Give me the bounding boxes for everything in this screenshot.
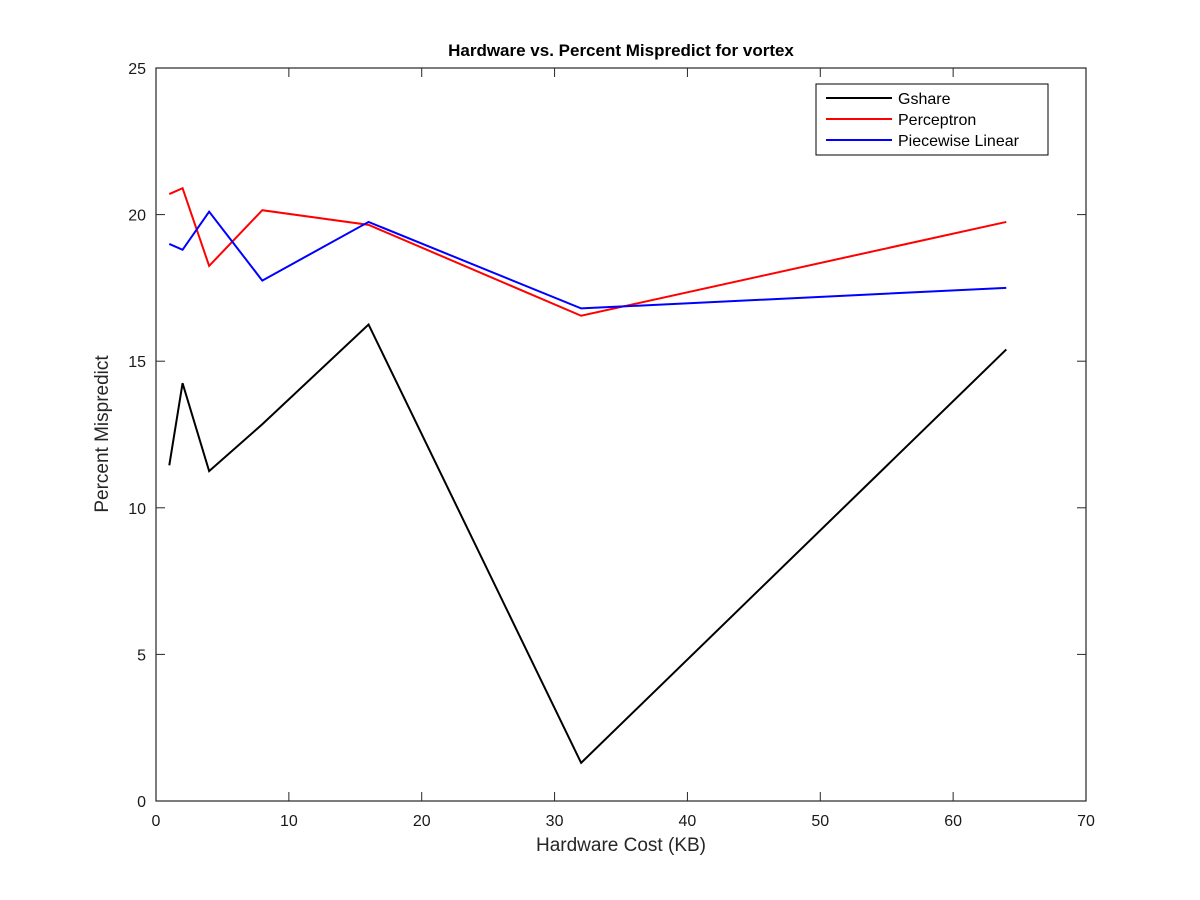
series-line-perceptron <box>168 186 1007 317</box>
legend-label: Perceptron <box>898 112 976 129</box>
x-tick-label: 30 <box>546 813 564 830</box>
x-tick-label: 70 <box>1077 813 1095 830</box>
series-line-piecewise-linear <box>168 209 1007 310</box>
legend-label: Piecewise Linear <box>898 133 1020 150</box>
x-tick-label: 0 <box>152 813 161 830</box>
y-tick-label: 10 <box>128 501 146 518</box>
y-tick-label: 0 <box>137 794 146 811</box>
series-layer <box>168 186 1007 765</box>
y-tick-label: 20 <box>128 208 146 225</box>
x-tick-label: 40 <box>679 813 697 830</box>
x-tick-label: 60 <box>944 813 962 830</box>
y-tick-label: 25 <box>128 61 146 78</box>
legend: Gshare Perceptron Piecewise Linear <box>815 83 1049 156</box>
x-axis-label: Hardware Cost (KB) <box>536 835 706 856</box>
x-tick-label: 50 <box>811 813 829 830</box>
legend-label: Gshare <box>898 91 951 108</box>
series-line-gshare <box>168 322 1007 765</box>
x-tick-label: 20 <box>413 813 431 830</box>
legend-items: Gshare Perceptron Piecewise Linear <box>826 91 1020 150</box>
chart-title: Hardware vs. Percent Mispredict for vort… <box>448 41 794 60</box>
ticks-layer: 0 10 20 30 40 50 60 70 0 5 10 15 20 25 <box>128 61 1095 830</box>
x-tick-label: 10 <box>280 813 298 830</box>
y-tick-label: 15 <box>128 354 146 371</box>
y-axis-label: Percent Mispredict <box>92 355 113 513</box>
plot-frame <box>155 67 1087 802</box>
y-tick-label: 5 <box>137 647 146 664</box>
plot-area <box>156 68 1086 801</box>
